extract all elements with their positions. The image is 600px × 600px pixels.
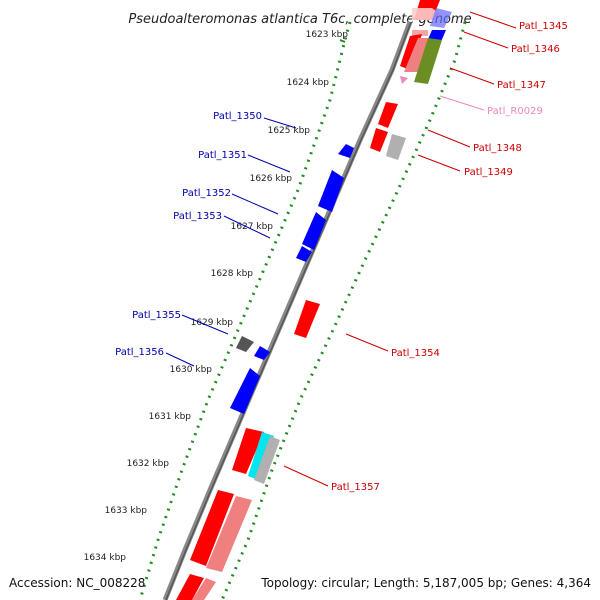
tick-label-1632: 1632 kbp (127, 459, 170, 469)
gene-patl-1350[interactable] (338, 144, 354, 158)
gene-forward-bottom-1[interactable] (190, 490, 234, 566)
label-patl-1351: Patl_1351 (198, 150, 247, 161)
label-patl-1353: Patl_1353 (173, 211, 222, 222)
accession-label: Accession: NC_008228 (9, 576, 145, 590)
tick-label-1623: 1623 kbp (306, 30, 349, 40)
gene-forward-bottom-4[interactable] (192, 578, 216, 600)
label-patl-1354: Patl_1354 (391, 348, 440, 359)
gene-patl-1349[interactable] (386, 134, 406, 160)
gene-patl-1353[interactable] (296, 246, 312, 262)
tick-label-1624: 1624 kbp (287, 78, 330, 88)
forward-strand-genes (176, 0, 452, 600)
gene-patl-1347[interactable] (414, 38, 442, 84)
tick-label-1634: 1634 kbp (84, 553, 127, 563)
gene-patl-1352[interactable] (302, 212, 326, 250)
gene-patl-1347-salmon[interactable] (404, 38, 428, 72)
topology-label: Topology: circular; Length: 5,187,005 bp… (260, 576, 591, 590)
tick-label-1627: 1627 kbp (231, 222, 274, 232)
label-patl-r0029: Patl_R0029 (487, 106, 543, 117)
gene-patl-1345-light[interactable] (412, 30, 428, 36)
gene-patl-1346-highlight[interactable] (430, 8, 452, 28)
gene-patl-1351[interactable] (318, 170, 344, 212)
backbone-arc (162, 21, 413, 600)
gene-patl-r0029[interactable] (400, 76, 408, 84)
label-patl-1356: Patl_1356 (115, 347, 164, 358)
gene-forward-bottom-3[interactable] (176, 574, 204, 600)
tick-label-1631: 1631 kbp (149, 412, 192, 422)
gene-patl-1357-red[interactable] (232, 428, 264, 474)
tick-label-1629: 1629 kbp (191, 318, 234, 328)
label-patl-1348: Patl_1348 (473, 143, 522, 154)
label-leaders (165, 11, 517, 487)
gene-patl-1354[interactable] (294, 300, 320, 338)
tick-label-1625: 1625 kbp (268, 126, 311, 136)
reverse-strand-genes (230, 144, 354, 414)
label-patl-1355: Patl_1355 (132, 310, 181, 321)
label-patl-1352: Patl_1352 (182, 188, 231, 199)
tick-label-1628: 1628 kbp (211, 269, 254, 279)
label-patl-1350: Patl_1350 (213, 111, 262, 122)
backbone-arc-shadow (165, 21, 412, 600)
inner-tick-ring (220, 21, 467, 600)
tick-mark-1623 (339, 39, 346, 43)
label-patl-1349: Patl_1349 (464, 167, 513, 178)
tick-label-1630: 1630 kbp (170, 365, 213, 375)
tick-label-1626: 1626 kbp (250, 174, 293, 184)
outer-tick-ring (138, 21, 352, 600)
gene-patl-1356[interactable] (230, 368, 260, 414)
gene-patl-1348-a[interactable] (378, 102, 398, 128)
label-patl-1357: Patl_1357 (331, 482, 380, 493)
tick-label-1633: 1633 kbp (105, 506, 148, 516)
label-patl-1345: Patl_1345 (519, 21, 568, 32)
label-patl-1347: Patl_1347 (497, 80, 546, 91)
gene-patl-1356-small[interactable] (254, 346, 270, 360)
gene-patl-1348[interactable] (370, 128, 388, 152)
gene-forward-bottom-2[interactable] (206, 496, 252, 572)
map-title: Pseudoalteromonas atlantica T6c, complet… (128, 12, 471, 27)
gene-patl-1355[interactable] (236, 336, 254, 352)
label-patl-1346: Patl_1346 (511, 44, 560, 55)
gene-patl-1357[interactable] (254, 436, 280, 484)
